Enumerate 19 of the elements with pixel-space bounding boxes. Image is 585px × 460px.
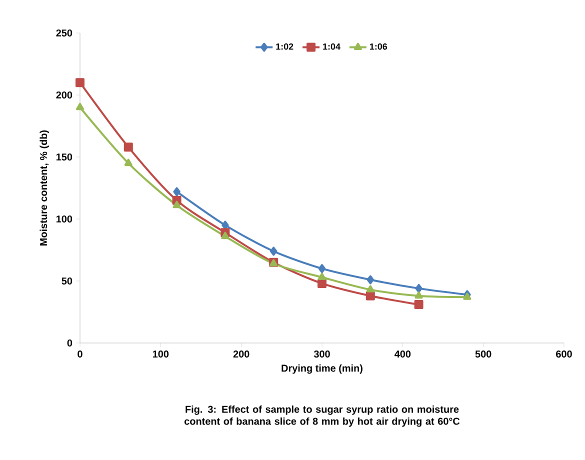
x-axis-title: Drying time (min)	[282, 364, 362, 374]
x-tick-label: 400	[394, 350, 411, 358]
legend-label: 1:02	[276, 43, 294, 50]
y-tick-label: 0	[67, 339, 72, 347]
x-tick-label: 600	[556, 350, 572, 358]
legend-label: 1:04	[323, 43, 340, 50]
legend-label: 1:06	[370, 43, 388, 50]
y-tick-label: 50	[62, 277, 72, 285]
y-axis-title: Moisture content, % (db)	[40, 130, 50, 246]
y-tick-label: 100	[56, 215, 72, 223]
y-tick-label: 150	[56, 153, 72, 161]
y-tick-label: 200	[56, 91, 72, 99]
x-tick-label: 500	[475, 350, 492, 358]
x-tick-label: 200	[233, 350, 250, 358]
x-tick-label: 0	[78, 350, 82, 358]
caption: Fig. 3: Effect of sample to sugar syrup ratio on moisture content of banana slice of 8 mm by hot air drying at 60°C	[184, 406, 460, 427]
y-tick-label: 250	[56, 29, 72, 37]
x-tick-label: 100	[152, 350, 169, 358]
x-tick-label: 300	[314, 350, 330, 358]
